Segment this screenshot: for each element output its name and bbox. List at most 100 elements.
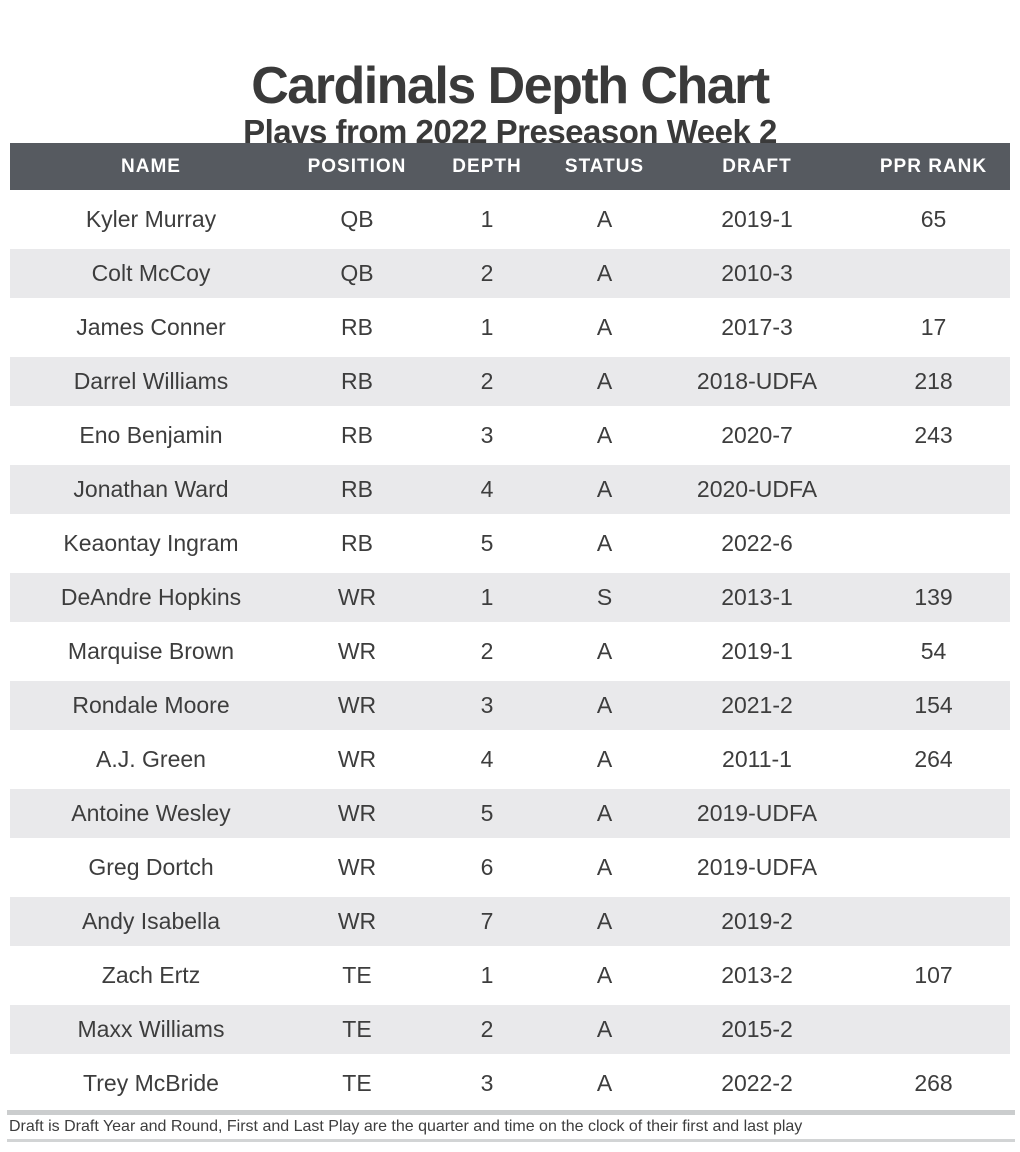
cell-name: Eno Benjamin xyxy=(10,411,292,460)
cell-draft: 2019-UDFA xyxy=(657,789,857,838)
player-row: Andy Isabella WR 7 A 2019-2 xyxy=(10,897,1010,946)
cell-name: A.J. Green xyxy=(10,735,292,784)
cell-name: James Conner xyxy=(10,303,292,352)
player-row: Jonathan Ward RB 4 A 2020-UDFA xyxy=(10,465,1010,514)
depth-chart-table-container: NAME POSITION DEPTH STATUS DRAFT PPR RANK Kyl… xyxy=(10,138,1010,1113)
cell-name: DeAndre Hopkins xyxy=(10,573,292,622)
cell-name: Maxx Williams xyxy=(10,1005,292,1054)
column-header-name: NAME xyxy=(10,143,292,190)
player-row: Maxx Williams TE 2 A 2015-2 xyxy=(10,1005,1010,1054)
cell-position: WR xyxy=(292,843,422,892)
cell-status: A xyxy=(552,843,657,892)
cell-name: Trey McBride xyxy=(10,1059,292,1108)
cell-position: QB xyxy=(292,249,422,298)
cell-ppr-rank xyxy=(857,1005,1010,1054)
page-title: Cardinals Depth Chart xyxy=(251,56,770,115)
cell-status: A xyxy=(552,897,657,946)
cell-depth: 3 xyxy=(422,1059,552,1108)
cell-status: A xyxy=(552,627,657,676)
cell-draft: 2019-1 xyxy=(657,195,857,244)
cell-position: TE xyxy=(292,951,422,1000)
cell-name: Kyler Murray xyxy=(10,195,292,244)
cell-draft: 2011-1 xyxy=(657,735,857,784)
cell-position: WR xyxy=(292,789,422,838)
cell-draft: 2015-2 xyxy=(657,1005,857,1054)
cell-status: A xyxy=(552,249,657,298)
cell-position: WR xyxy=(292,627,422,676)
table-body: Kyler Murray QB 1 A 2019-1 65 Colt McCoy QB 2 A 20… xyxy=(10,195,1010,1108)
player-row: Antoine Wesley WR 5 A 2019-UDFA xyxy=(10,789,1010,838)
footnote-top-rule xyxy=(7,1110,1015,1115)
cell-ppr-rank xyxy=(857,843,1010,892)
cell-position: QB xyxy=(292,195,422,244)
player-row: Colt McCoy QB 2 A 2010-3 xyxy=(10,249,1010,298)
cell-ppr-rank: 65 xyxy=(857,195,1010,244)
player-row: Trey McBride TE 3 A 2022-2 268 xyxy=(10,1059,1010,1108)
cell-position: TE xyxy=(292,1005,422,1054)
player-row: Greg Dortch WR 6 A 2019-UDFA xyxy=(10,843,1010,892)
cell-status: S xyxy=(552,573,657,622)
cell-name: Andy Isabella xyxy=(10,897,292,946)
cell-position: RB xyxy=(292,519,422,568)
cell-ppr-rank: 243 xyxy=(857,411,1010,460)
player-row: Zach Ertz TE 1 A 2013-2 107 xyxy=(10,951,1010,1000)
cell-position: WR xyxy=(292,681,422,730)
cell-ppr-rank: 139 xyxy=(857,573,1010,622)
cell-status: A xyxy=(552,789,657,838)
player-row: Rondale Moore WR 3 A 2021-2 154 xyxy=(10,681,1010,730)
cell-draft: 2018-UDFA xyxy=(657,357,857,406)
cell-ppr-rank: 264 xyxy=(857,735,1010,784)
cell-status: A xyxy=(552,303,657,352)
footnote-text: Draft is Draft Year and Round, First and… xyxy=(9,1118,803,1135)
column-header-status: STATUS xyxy=(552,143,657,190)
column-header-draft: DRAFT xyxy=(657,143,857,190)
cell-status: A xyxy=(552,1005,657,1054)
cell-name: Greg Dortch xyxy=(10,843,292,892)
cell-status: A xyxy=(552,195,657,244)
cell-position: WR xyxy=(292,573,422,622)
cell-position: TE xyxy=(292,1059,422,1108)
cell-position: WR xyxy=(292,897,422,946)
cell-ppr-rank xyxy=(857,249,1010,298)
cell-name: Keaontay Ingram xyxy=(10,519,292,568)
cell-depth: 7 xyxy=(422,897,552,946)
cell-ppr-rank: 268 xyxy=(857,1059,1010,1108)
cell-name: Rondale Moore xyxy=(10,681,292,730)
cell-status: A xyxy=(552,519,657,568)
cell-status: A xyxy=(552,465,657,514)
cell-position: RB xyxy=(292,303,422,352)
cell-depth: 2 xyxy=(422,249,552,298)
cell-draft: 2022-6 xyxy=(657,519,857,568)
cell-depth: 2 xyxy=(422,357,552,406)
cell-status: A xyxy=(552,411,657,460)
cell-name: Jonathan Ward xyxy=(10,465,292,514)
cell-depth: 1 xyxy=(422,303,552,352)
cell-draft: 2013-2 xyxy=(657,951,857,1000)
player-row: Darrel Williams RB 2 A 2018-UDFA 218 xyxy=(10,357,1010,406)
cell-status: A xyxy=(552,735,657,784)
cell-ppr-rank xyxy=(857,519,1010,568)
column-header-position: POSITION xyxy=(292,143,422,190)
cell-depth: 2 xyxy=(422,1005,552,1054)
cell-name: Zach Ertz xyxy=(10,951,292,1000)
column-header-ppr-rank: PPR RANK xyxy=(857,143,1010,190)
cell-depth: 1 xyxy=(422,573,552,622)
cell-ppr-rank: 17 xyxy=(857,303,1010,352)
cell-position: RB xyxy=(292,357,422,406)
cell-draft: 2010-3 xyxy=(657,249,857,298)
cell-depth: 1 xyxy=(422,951,552,1000)
player-row: Eno Benjamin RB 3 A 2020-7 243 xyxy=(10,411,1010,460)
cell-depth: 1 xyxy=(422,195,552,244)
cell-draft: 2020-UDFA xyxy=(657,465,857,514)
player-row: Keaontay Ingram RB 5 A 2022-6 xyxy=(10,519,1010,568)
cell-draft: 2021-2 xyxy=(657,681,857,730)
cell-ppr-rank: 54 xyxy=(857,627,1010,676)
player-row: Marquise Brown WR 2 A 2019-1 54 xyxy=(10,627,1010,676)
page-subtitle: Plays from 2022 Preseason Week 2 xyxy=(243,113,777,151)
player-row: A.J. Green WR 4 A 2011-1 264 xyxy=(10,735,1010,784)
cell-depth: 5 xyxy=(422,789,552,838)
player-row: James Conner RB 1 A 2017-3 17 xyxy=(10,303,1010,352)
table-header: NAME POSITION DEPTH STATUS DRAFT PPR RANK xyxy=(10,143,1010,190)
cell-draft: 2019-2 xyxy=(657,897,857,946)
cell-status: A xyxy=(552,951,657,1000)
